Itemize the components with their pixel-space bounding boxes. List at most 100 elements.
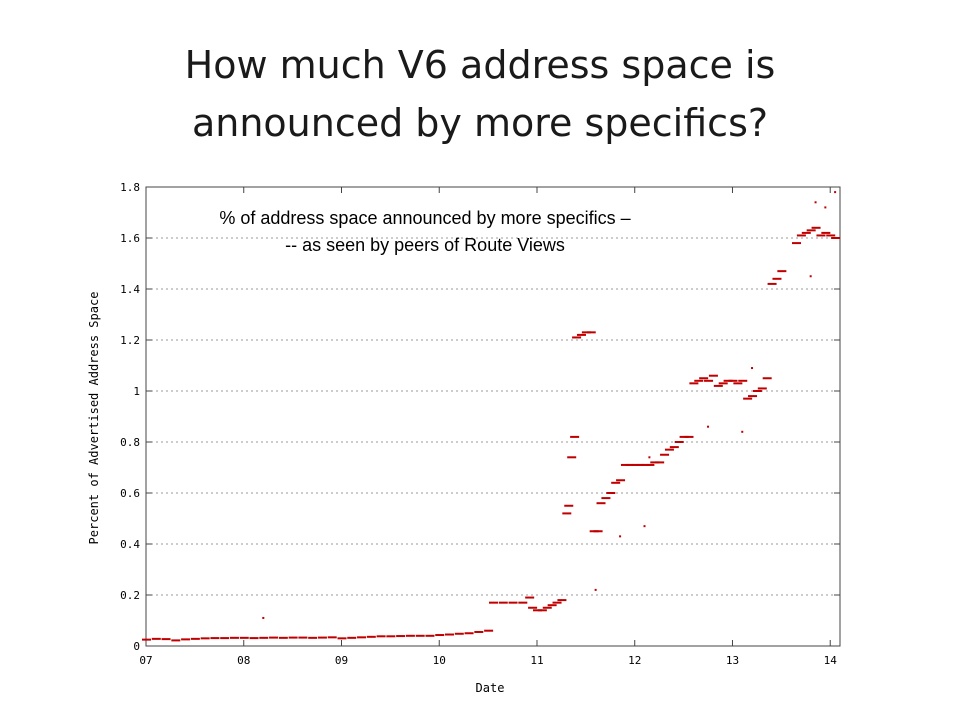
data-point	[767, 282, 777, 285]
data-point	[366, 635, 376, 638]
data-point	[699, 377, 709, 380]
data-point	[327, 636, 337, 639]
data-point	[317, 636, 327, 639]
data-point	[278, 636, 288, 639]
x-tick-label: 09	[335, 654, 348, 667]
x-tick-label: 14	[824, 654, 838, 667]
data-point	[532, 609, 542, 612]
data-point	[772, 277, 782, 280]
data-point	[689, 382, 699, 385]
data-point	[792, 242, 802, 245]
data-point	[464, 632, 474, 635]
x-tick-label: 11	[530, 654, 543, 667]
data-point	[357, 636, 367, 639]
data-point	[396, 635, 406, 638]
data-point	[831, 237, 841, 239]
data-point	[738, 379, 748, 382]
data-point	[625, 463, 635, 466]
x-tick-label: 12	[628, 654, 641, 667]
plot-area-frame	[145, 186, 841, 647]
data-point	[762, 377, 772, 380]
data-point	[489, 601, 498, 604]
data-point	[796, 234, 806, 237]
data-point	[601, 497, 611, 500]
data-point	[718, 382, 728, 385]
data-point	[723, 379, 733, 382]
data-point-outlier	[809, 275, 812, 278]
data-point	[826, 234, 836, 237]
data-points	[142, 191, 841, 642]
y-tick-label: 0.4	[120, 538, 140, 551]
data-point	[620, 463, 630, 466]
data-point	[269, 636, 279, 639]
x-tick-label: 13	[726, 654, 739, 667]
data-point	[733, 382, 743, 385]
data-point	[454, 632, 464, 635]
annotation-line-1: % of address space announced by more spe…	[219, 208, 631, 228]
data-point	[679, 435, 689, 438]
data-point	[570, 435, 580, 438]
data-point	[181, 638, 191, 641]
data-point	[708, 374, 718, 377]
data-point	[567, 456, 577, 459]
y-tick-label: 1.2	[120, 334, 140, 347]
data-point	[552, 601, 562, 604]
data-point	[425, 634, 435, 637]
data-point	[415, 634, 425, 637]
data-point	[220, 637, 230, 640]
data-point	[190, 637, 200, 640]
data-point	[200, 637, 210, 640]
data-point	[806, 229, 816, 232]
y-tick-label: 0	[133, 640, 140, 653]
data-point	[606, 492, 616, 494]
data-point	[674, 441, 684, 443]
data-point	[801, 231, 811, 234]
data-point	[655, 461, 665, 464]
data-point	[229, 636, 239, 639]
data-point	[586, 331, 596, 334]
data-point	[445, 633, 455, 636]
annotation-line-2: -- as seen by peers of Route Views	[285, 235, 565, 255]
data-point	[347, 636, 357, 639]
data-point	[547, 604, 557, 607]
data-point	[508, 601, 518, 604]
data-point-outlier	[814, 201, 817, 204]
x-tick-labels: 07 08 09 10 11 12 13 14	[139, 654, 837, 667]
data-point-outlier	[751, 367, 754, 370]
data-point	[259, 636, 269, 639]
y-tick-label: 0.2	[120, 589, 140, 602]
slide-title: How much V6 address space is announced b…	[0, 36, 960, 152]
data-point	[816, 234, 826, 237]
data-point	[498, 601, 508, 604]
data-point	[288, 636, 298, 639]
data-point	[664, 448, 674, 451]
data-point	[386, 635, 396, 638]
data-point	[537, 609, 547, 612]
y-tick-label: 0.8	[120, 436, 140, 449]
data-point-outlier	[643, 525, 646, 528]
data-point	[161, 638, 171, 641]
x-tick-label: 07	[139, 654, 152, 667]
data-point-outlier	[648, 456, 651, 459]
data-point	[542, 606, 552, 609]
data-point	[557, 599, 567, 602]
x-tick-label: 10	[433, 654, 446, 667]
data-point	[564, 504, 574, 507]
data-point	[581, 331, 591, 334]
data-point	[142, 638, 151, 641]
data-point	[640, 463, 650, 466]
data-point	[777, 270, 787, 273]
y-tick-label: 1	[133, 385, 140, 398]
data-point	[821, 231, 831, 234]
data-point	[562, 512, 572, 515]
data-point	[669, 446, 679, 449]
data-point-outlier	[741, 430, 744, 433]
y-tick-label: 1.6	[120, 232, 140, 245]
data-point	[151, 637, 161, 640]
data-point	[650, 461, 660, 464]
data-point-outlier	[824, 206, 827, 209]
y-tick-labels: 0 0.2 0.4 0.6 0.8 1 1.2 1.4 1.6 1.8	[120, 181, 140, 653]
data-point	[576, 333, 586, 336]
slide-title-line-1: How much V6 address space is	[184, 43, 776, 87]
